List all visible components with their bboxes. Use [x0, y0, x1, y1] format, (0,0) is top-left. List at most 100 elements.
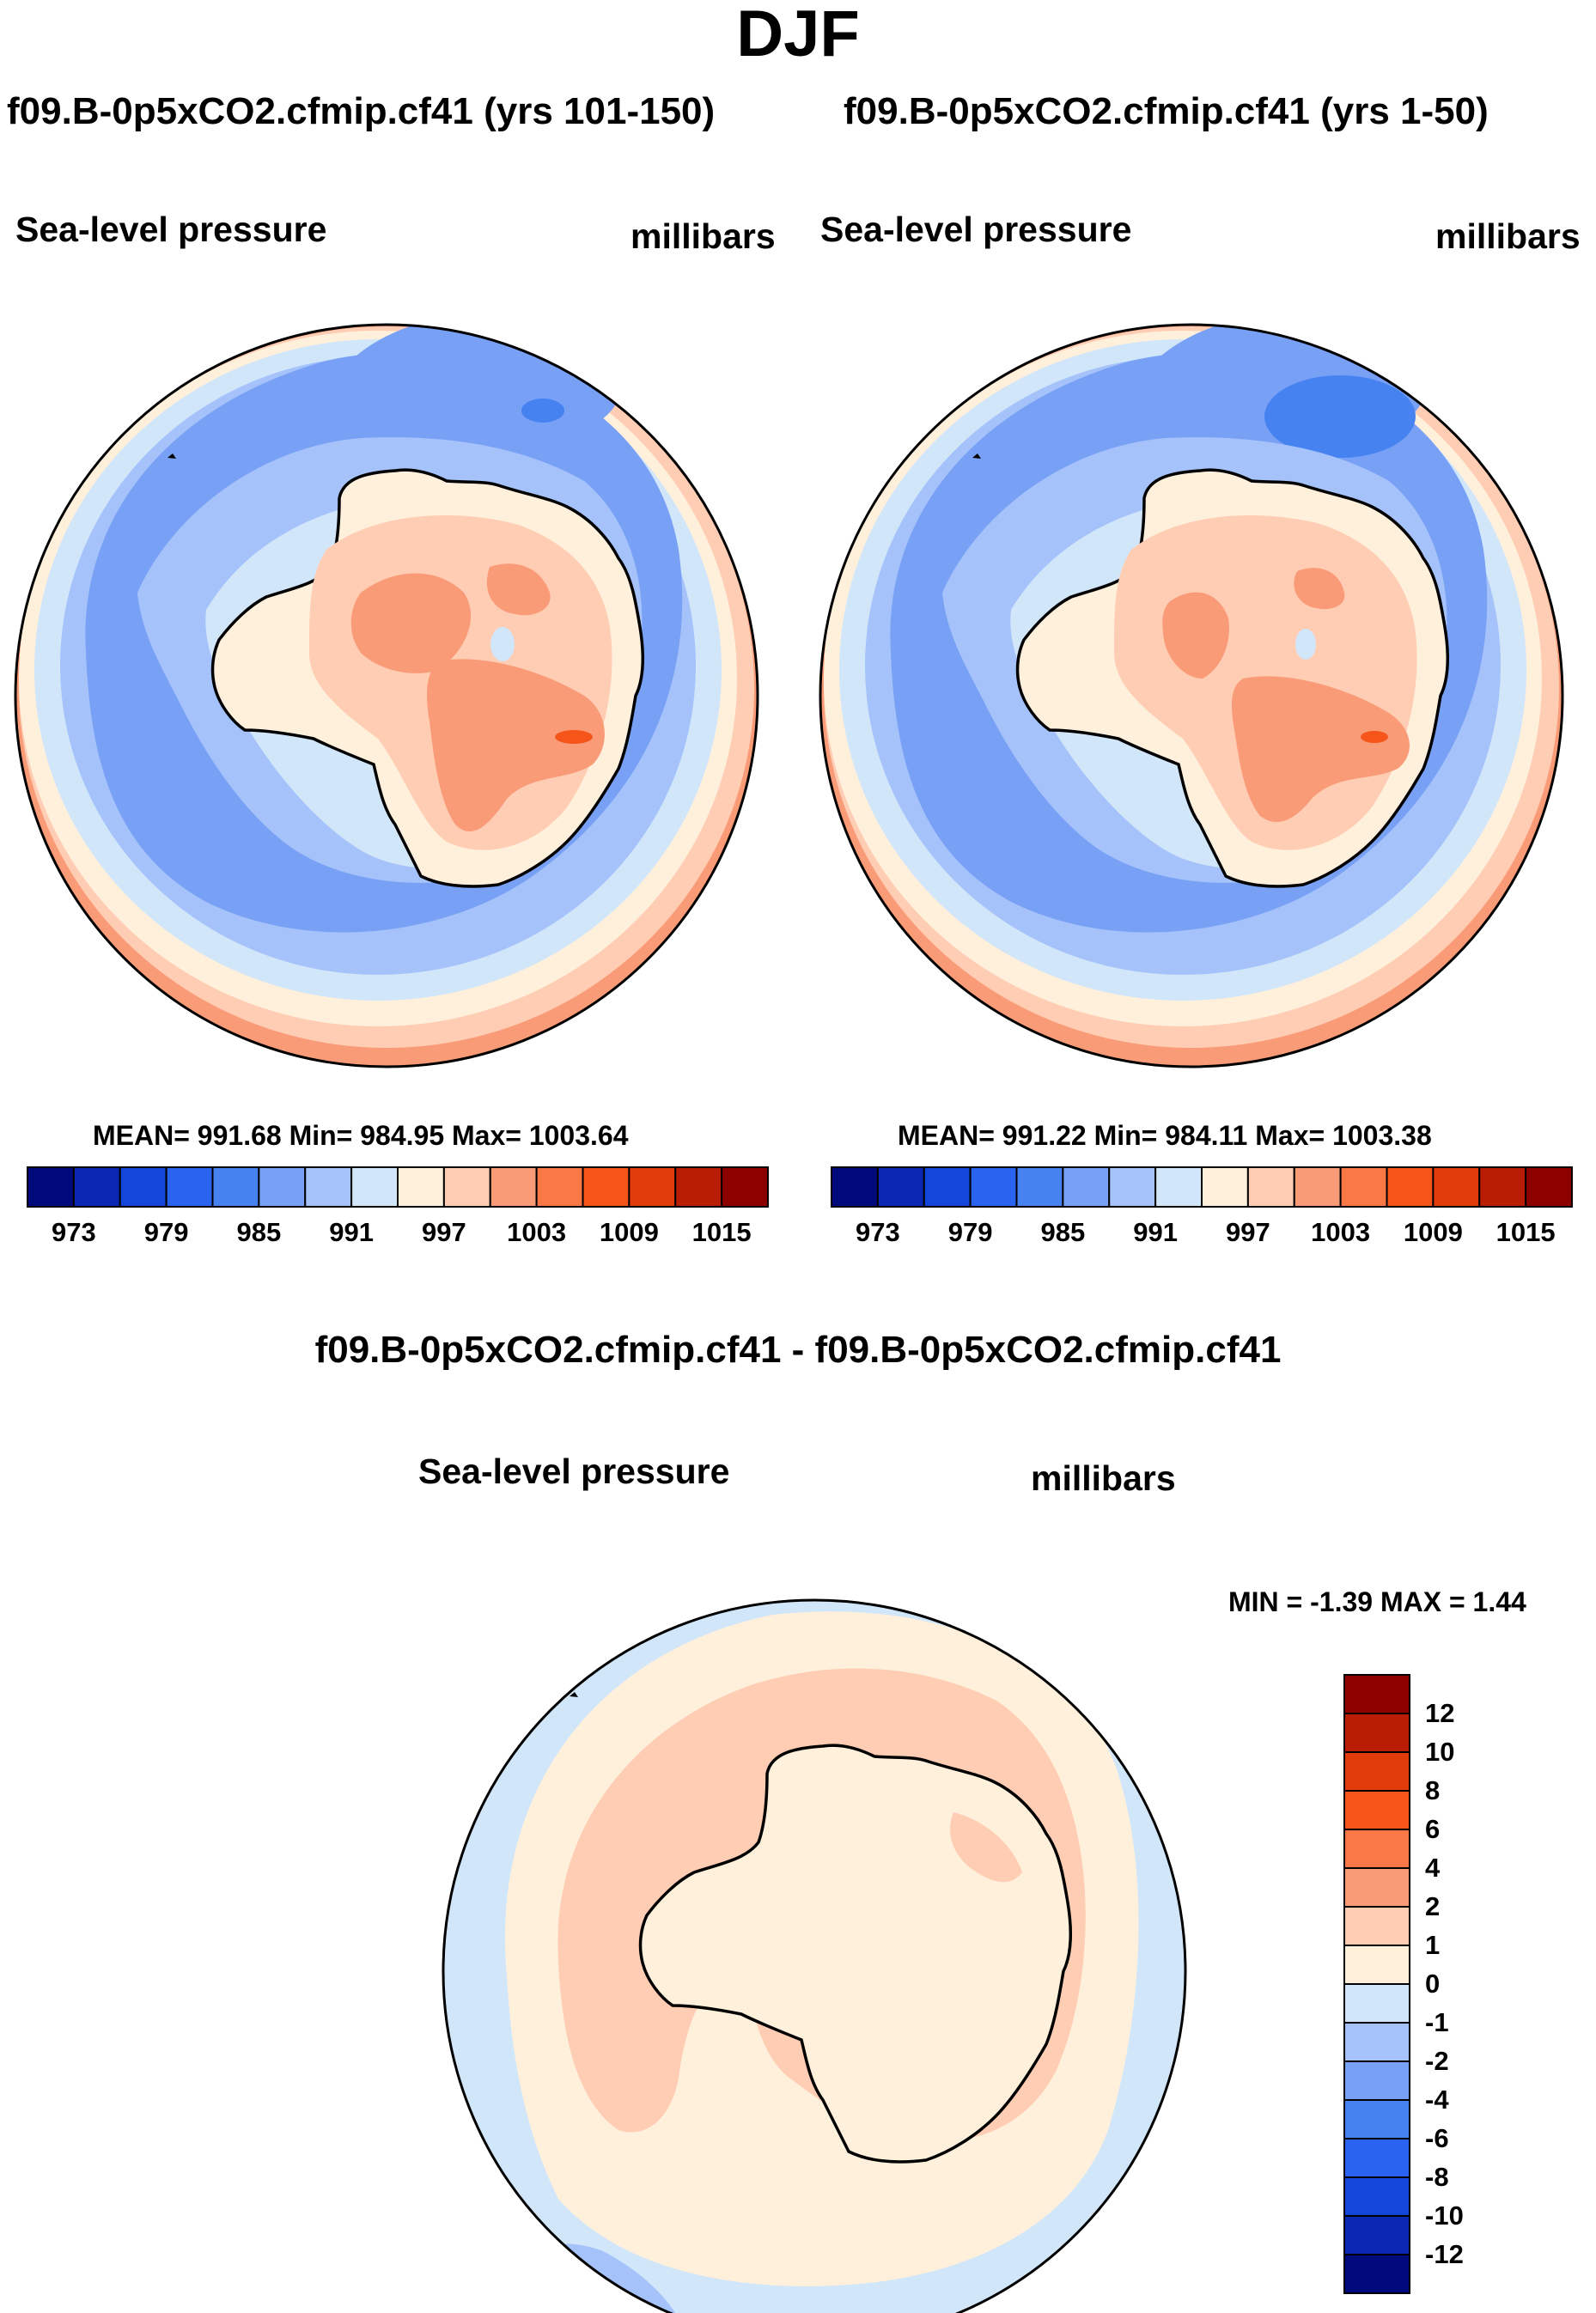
right-colorbar-tick-label: 973 [856, 1217, 900, 1247]
left-map [14, 323, 759, 1068]
diff-title: f09.B-0p5xCO2.cfmip.cf41 - f09.B-0p5xCO2… [314, 1329, 1282, 1371]
right-colorbar-swatch [1015, 1166, 1064, 1208]
left-variable-label: Sea-level pressure [15, 210, 327, 249]
right-units-label: millibars [1435, 216, 1581, 256]
right-colorbar-tick-label: 1003 [1311, 1217, 1371, 1247]
left-colorbar-swatch [165, 1166, 214, 1208]
left-colorbar-swatch [628, 1166, 677, 1208]
diff-colorbar-tick-label: -8 [1425, 2162, 1449, 2192]
left-colorbar-tick-label: 1015 [691, 1217, 752, 1247]
left-colorbar [27, 1166, 769, 1208]
left-colorbar-tick-label: 1003 [507, 1217, 567, 1247]
diff-map [442, 1598, 1187, 2313]
diff-colorbar-tick-label: -1 [1425, 2007, 1449, 2037]
right-panel-title: f09.B-0p5xCO2.cfmip.cf41 (yrs 1-50) [844, 90, 1489, 132]
diff-colorbar-swatch [1343, 1751, 1410, 1792]
left-colorbar-tick-label: 1009 [599, 1217, 659, 1247]
left-colorbar-tick-label: 985 [236, 1217, 282, 1247]
right-colorbar-swatch [969, 1166, 1018, 1208]
right-colorbar-swatch [1478, 1166, 1527, 1208]
left-antarctica-contours [309, 515, 612, 850]
right-colorbar-swatch [1246, 1166, 1295, 1208]
left-colorbar-swatch [211, 1166, 260, 1208]
left-units-label: millibars [630, 216, 776, 256]
diff-colorbar-swatch [1343, 2099, 1410, 2140]
right-colorbar-swatch [1432, 1166, 1481, 1208]
left-colorbar-swatch [721, 1166, 769, 1208]
right-stats: MEAN= 991.22 Min= 984.11 Max= 1003.38 [898, 1120, 1432, 1151]
right-colorbar-swatch [1386, 1166, 1435, 1208]
right-colorbar-swatch [1062, 1166, 1111, 1208]
diff-colorbar-swatch [1343, 2022, 1410, 2062]
diff-colorbar-swatch [1343, 2138, 1410, 2178]
diff-colorbar-swatch [1343, 2215, 1410, 2255]
left-colorbar-tick-label: 973 [52, 1217, 96, 1247]
right-map-border [819, 323, 1564, 1068]
diff-antarctica-contours [950, 1812, 1022, 1883]
left-island [168, 453, 176, 459]
left-colorbar-swatch [442, 1166, 491, 1208]
diff-map-border [442, 1598, 1187, 2313]
right-island [972, 453, 981, 459]
right-colorbar-tick-label: 991 [1133, 1217, 1178, 1247]
left-colorbar-swatch [72, 1166, 121, 1208]
left-colorbar-swatch [304, 1166, 353, 1208]
diff-colorbar-tick-label: 1 [1425, 1930, 1441, 1960]
diff-colorbar-swatch [1343, 2254, 1410, 2294]
right-colorbar-swatch [1525, 1166, 1573, 1208]
left-colorbar-tick-label: 979 [143, 1217, 189, 1247]
diff-colorbar-swatch [1343, 1674, 1410, 1714]
diff-colorbar-swatch [1343, 1829, 1410, 1869]
right-colorbar-tick-label: 997 [1226, 1217, 1270, 1247]
right-colorbar-swatch [1108, 1166, 1157, 1208]
left-colorbar-swatch [397, 1166, 445, 1208]
diff-colorbar-tick-label: 8 [1425, 1775, 1441, 1805]
left-stats: MEAN= 991.68 Min= 984.95 Max= 1003.64 [93, 1120, 629, 1151]
right-map [819, 323, 1564, 1068]
left-panel-title: f09.B-0p5xCO2.cfmip.cf41 (yrs 101-150) [7, 90, 716, 132]
right-colorbar-swatch [831, 1166, 879, 1208]
figure-title: DJF [736, 0, 860, 70]
right-colorbar-swatch [923, 1166, 972, 1208]
left-colorbar-swatch [350, 1166, 399, 1208]
diff-colorbar-tick-label: 0 [1425, 1969, 1441, 1999]
right-colorbar-swatch [1339, 1166, 1388, 1208]
left-colorbar-swatch [674, 1166, 723, 1208]
diff-colorbar-swatch [1343, 1945, 1410, 1985]
diff-colorbar-tick-label: 4 [1425, 1853, 1441, 1883]
diff-variable-label: Sea-level pressure [418, 1452, 730, 1491]
diff-colorbar-tick-label: -10 [1425, 2200, 1464, 2231]
left-colorbar-tick-label: 997 [422, 1217, 466, 1247]
left-colorbar-tick-label: 991 [329, 1217, 374, 1247]
diff-colorbar-swatch [1343, 1790, 1410, 1830]
diff-colorbar-swatch [1343, 1867, 1410, 1908]
diff-colorbar-swatch [1343, 1713, 1410, 1753]
diff-colorbar-tick-label: 6 [1425, 1814, 1441, 1844]
right-colorbar-tick-label: 979 [947, 1217, 993, 1247]
right-colorbar-tick-label: 1015 [1495, 1217, 1556, 1247]
right-colorbar-tick-label: 1009 [1403, 1217, 1463, 1247]
left-colorbar-swatch [119, 1166, 168, 1208]
left-colorbar-swatch [582, 1166, 630, 1208]
right-antarctica-contours [1114, 515, 1417, 850]
right-colorbar-swatch [1154, 1166, 1203, 1208]
diff-colorbar-tick-label: 2 [1425, 1891, 1441, 1921]
diff-colorbar-tick-label: -4 [1425, 2085, 1449, 2115]
left-map-border [14, 323, 759, 1068]
right-colorbar-tick-label: 985 [1040, 1217, 1086, 1247]
diff-units-label: millibars [1031, 1458, 1176, 1498]
left-colorbar-swatch [27, 1166, 75, 1208]
diff-colorbar-swatch [1343, 1983, 1410, 2024]
diff-stats: MIN = -1.39 MAX = 1.44 [1228, 1586, 1526, 1617]
diff-island [570, 1692, 578, 1697]
left-colorbar-swatch [258, 1166, 307, 1208]
right-colorbar [831, 1166, 1573, 1208]
left-colorbar-swatch [489, 1166, 538, 1208]
diff-colorbar-swatch [1343, 1906, 1410, 1946]
left-colorbar-swatch [535, 1166, 584, 1208]
diff-colorbar-tick-label: 12 [1425, 1698, 1455, 1728]
right-variable-label: Sea-level pressure [820, 210, 1132, 249]
right-colorbar-swatch [1293, 1166, 1342, 1208]
right-colorbar-swatch [1201, 1166, 1249, 1208]
diff-colorbar-tick-label: -12 [1425, 2239, 1464, 2269]
